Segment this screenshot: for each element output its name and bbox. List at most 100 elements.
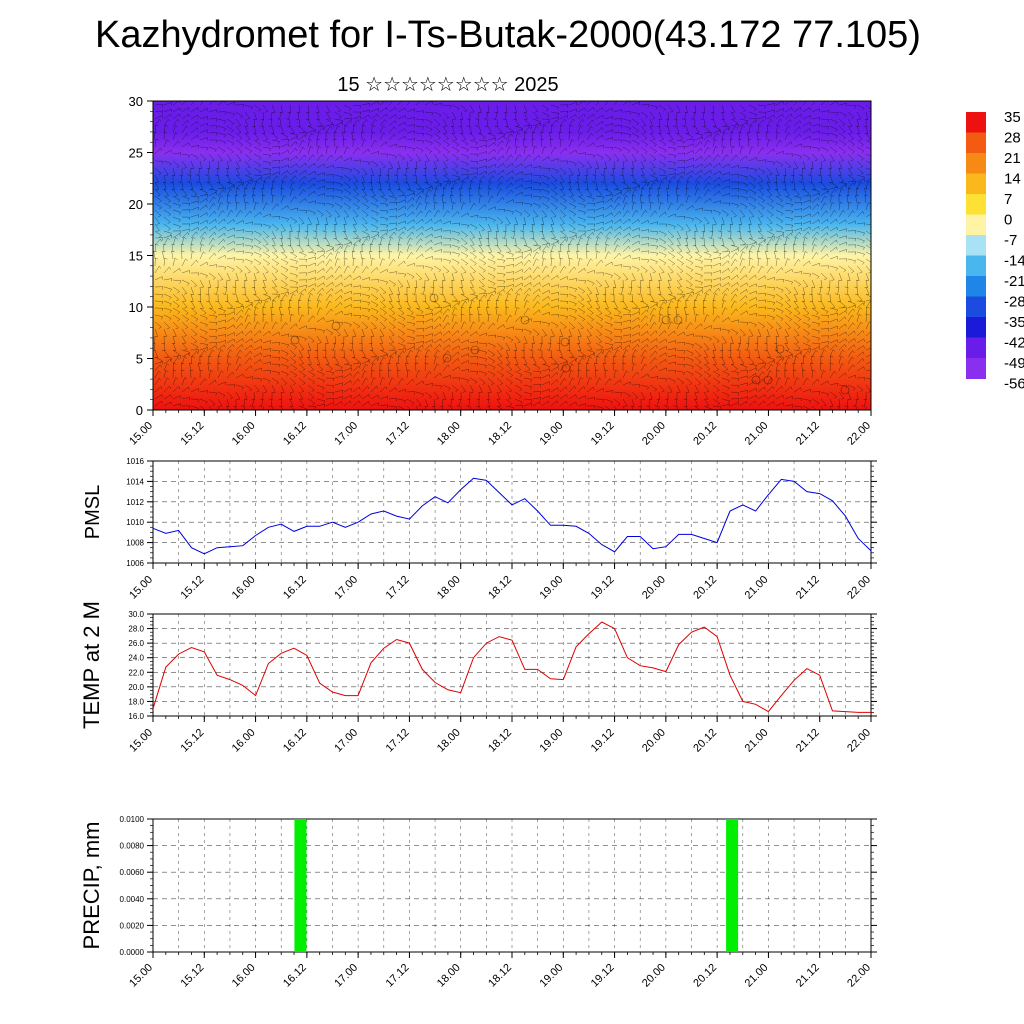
x-tick-label: 17.00 — [332, 727, 360, 755]
page-subtitle: 15 ☆☆☆☆☆☆☆☆ 2025 — [337, 74, 559, 96]
x-tick-label: 16.12 — [281, 574, 309, 602]
y-tick-label: 0.0020 — [120, 921, 145, 930]
colorbar-box — [966, 255, 986, 277]
colorbar-label: 14 — [1004, 171, 1021, 188]
x-tick-label: 17.12 — [384, 574, 412, 602]
x-tick-label: 17.00 — [332, 962, 360, 990]
x-tick-label: 21.00 — [743, 962, 771, 990]
y-tick-label: 20.0 — [128, 683, 144, 692]
x-tick-label: 21.12 — [794, 962, 822, 990]
x-tick-label: 21.00 — [743, 727, 771, 755]
x-tick-label: 20.12 — [691, 727, 719, 755]
colorbar-box — [966, 153, 986, 174]
x-tick-label: 18.12 — [486, 420, 514, 448]
x-tick-label: 15.12 — [178, 420, 206, 448]
x-tick-label: 19.00 — [537, 727, 565, 755]
y-tick-label: 16.0 — [128, 712, 144, 721]
colorbar-box — [966, 214, 986, 236]
y-tick-label: 0.0100 — [120, 815, 145, 824]
pmsl-series-line — [152, 477, 872, 555]
y-tick-label: 30 — [129, 94, 143, 109]
x-tick-label: 19.12 — [589, 962, 617, 990]
calm-wind-circle — [429, 293, 439, 303]
y-tick-label: 30.0 — [128, 610, 144, 619]
x-tick-label: 17.00 — [332, 420, 360, 448]
x-tick-label: 21.00 — [743, 420, 771, 448]
colorbar-label: -56 — [1004, 376, 1024, 393]
calm-wind-circle — [470, 345, 480, 355]
x-tick-label: 15.00 — [127, 727, 155, 755]
y-tick-label: 1014 — [126, 477, 144, 486]
colorbar-box — [966, 194, 986, 215]
calm-wind-circle — [442, 353, 452, 363]
x-tick-label: 17.12 — [384, 962, 412, 990]
x-tick-label: 19.00 — [537, 574, 565, 602]
x-tick-label: 21.12 — [794, 574, 822, 602]
y-tick-label: 0.0060 — [120, 868, 145, 877]
x-tick-label: 18.00 — [435, 420, 463, 448]
temp2m-axis-label: TEMP at 2 M — [79, 601, 104, 729]
y-tick-label: 1008 — [126, 539, 144, 548]
page-title: Kazhydromet for I-Ts-Butak-2000(43.172 7… — [95, 14, 921, 56]
x-tick-label: 22.00 — [845, 962, 873, 990]
y-tick-label: 18.0 — [128, 697, 144, 706]
wind-barb-path — [153, 101, 871, 410]
x-tick-label: 17.00 — [332, 574, 360, 602]
y-tick-label: 24.0 — [128, 654, 144, 663]
x-tick-label: 18.00 — [435, 727, 463, 755]
y-tick-label: 0.0000 — [120, 948, 145, 957]
x-tick-label: 21.00 — [743, 574, 771, 602]
x-tick-label: 15.12 — [178, 962, 206, 990]
x-tick-label: 21.12 — [794, 420, 822, 448]
x-tick-label: 20.00 — [640, 574, 668, 602]
colorbar-label: 0 — [1004, 212, 1012, 229]
x-tick-label: 15.12 — [178, 727, 206, 755]
x-tick-label: 20.00 — [640, 727, 668, 755]
colorbar-label: -35 — [1004, 314, 1024, 331]
calm-wind-circle — [763, 375, 773, 385]
y-tick-label: 20 — [129, 197, 143, 212]
x-tick-label: 16.12 — [281, 420, 309, 448]
colorbar-box — [966, 296, 986, 318]
colorbar-label: -42 — [1004, 335, 1024, 352]
calm-wind-circle — [775, 344, 785, 354]
calm-wind-circle — [561, 363, 571, 373]
cross-section-panel: 0 5 10 15 20 25 30 15.00 15.12 16.00 16.12 17.00 17.… — [127, 94, 873, 448]
x-tick-label: 20.00 — [640, 962, 668, 990]
y-tick-label: 1010 — [126, 518, 144, 527]
colorbar-box — [966, 235, 986, 256]
colorbar-box — [966, 317, 986, 338]
precip-panel: 0.0000 0.0020 0.0040 0.0060 0.0080 0.0100 PREC… — [79, 815, 877, 990]
calm-wind-circle — [751, 375, 761, 385]
y-tick-label: 26.0 — [128, 639, 144, 648]
x-tick-label: 15.00 — [127, 962, 155, 990]
x-tick-label: 16.00 — [230, 962, 258, 990]
calm-wind-circle — [673, 315, 683, 325]
x-tick-label: 19.00 — [537, 420, 565, 448]
colorbar-box — [966, 173, 986, 195]
x-tick-label: 18.12 — [486, 962, 514, 990]
x-tick-label: 16.00 — [230, 574, 258, 602]
y-tick-label: 0.0080 — [120, 842, 145, 851]
y-tick-label: 1006 — [126, 559, 144, 568]
x-tick-label: 18.12 — [486, 727, 514, 755]
colorbar-box — [966, 112, 986, 133]
x-tick-label: 21.12 — [794, 727, 822, 755]
precip-bar — [726, 819, 739, 952]
temp2m-panel: 16.0 18.0 20.0 22.0 24.0 26.0 28.0 30.0 TEMP at … — [79, 601, 877, 755]
pmsl-axis-label: PMSL — [82, 485, 104, 539]
calm-wind-circle — [331, 321, 341, 331]
colorbar-box — [966, 337, 986, 359]
calm-wind-circle — [840, 385, 850, 395]
colorbar-label: -14 — [1004, 253, 1024, 270]
colorbar-label: -28 — [1004, 294, 1024, 311]
colorbar-label: 28 — [1004, 130, 1021, 147]
y-tick-label: 1012 — [126, 498, 144, 507]
x-tick-label: 19.12 — [589, 420, 617, 448]
colorbar-box — [966, 276, 986, 297]
y-tick-label: 0.0040 — [120, 895, 145, 904]
x-tick-label: 18.00 — [435, 962, 463, 990]
x-tick-label: 16.00 — [230, 727, 258, 755]
x-tick-label: 15.12 — [178, 574, 206, 602]
